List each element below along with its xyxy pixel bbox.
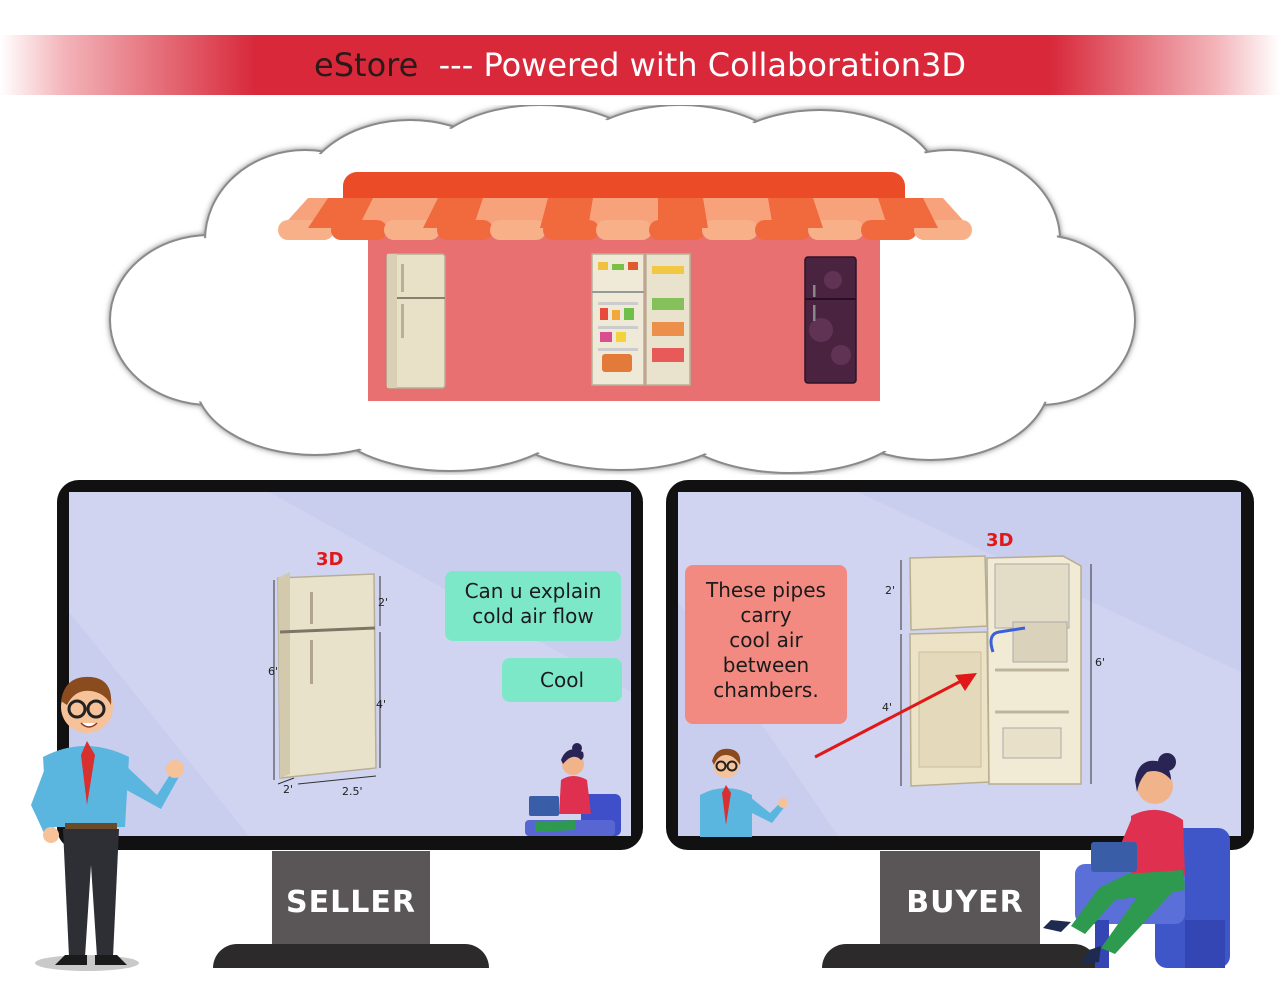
seller-fridge-3d [273, 572, 381, 785]
seller-dim-depth: 2' [283, 783, 294, 796]
seller-stand-neck [272, 851, 430, 945]
buyer-stand-neck [880, 851, 1040, 945]
buyer-label: BUYER [906, 885, 1024, 920]
tagline: --- Powered with Collaboration3D [438, 46, 966, 84]
buyer-woman-figure [1043, 753, 1230, 968]
buyer-fridge-open-3d [900, 555, 1092, 787]
buyer-dim-height: 6' [1095, 656, 1106, 669]
small-seller-figure [700, 748, 788, 837]
seller-dim-height: 6' [268, 665, 279, 678]
buyer-bubble-line4: between [722, 653, 810, 677]
seller-dim-top: 2' [378, 596, 389, 609]
buyer-explanation-bubble: These pipes carry cool air between chamb… [685, 565, 847, 724]
small-buyer-figure [525, 743, 621, 836]
buyer-3d-label: 3D [986, 530, 1014, 551]
store-fridge-open [591, 253, 691, 386]
page-title: eStore --- Powered with Collaboration3D [0, 35, 1280, 95]
buyer-bubble-line2: carry [740, 603, 792, 627]
buyer-bubble-line5: chambers. [713, 678, 819, 702]
buyer-dim-top: 2' [885, 584, 896, 597]
seller-stand-base [213, 944, 489, 968]
store-fridge-beige [386, 253, 446, 389]
pointer-arrow [814, 673, 977, 759]
seller-reply-bubble: Cool [502, 658, 622, 702]
awning-top [343, 172, 905, 202]
seller-question-bubble: Can u explain cold air flow [445, 571, 621, 641]
store-awning [278, 198, 972, 240]
seller-question-line1: Can u explain [464, 579, 602, 603]
buyer-bubble-line1: These pipes [706, 578, 826, 602]
buyer-bubble-line3: cool air [729, 628, 803, 652]
seller-question-line2: cold air flow [472, 604, 594, 628]
seller-3d-label: 3D [316, 549, 344, 570]
seller-dim-width: 2.5' [342, 785, 363, 798]
brand-name: eStore [314, 46, 419, 84]
header-banner [0, 35, 1280, 95]
seller-label: SELLER [286, 885, 416, 920]
buyer-stand-base [822, 944, 1098, 968]
seller-dim-bottom: 4' [376, 698, 387, 711]
buyer-dim-bottom: 4' [882, 701, 893, 714]
seller-man-figure [31, 676, 184, 971]
store-fridge-purple [804, 256, 857, 384]
